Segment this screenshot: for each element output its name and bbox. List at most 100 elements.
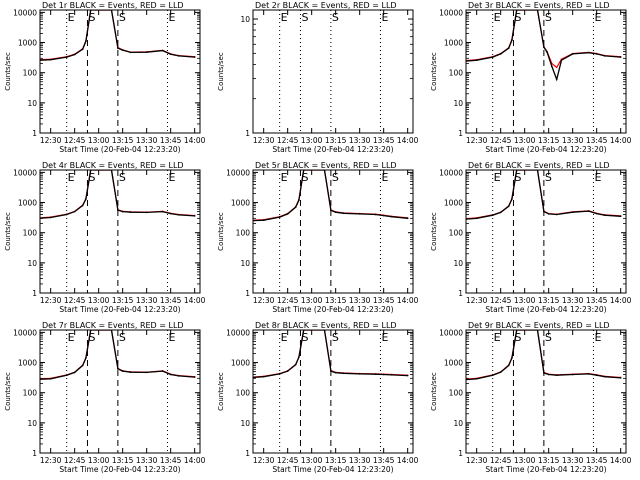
y-tick-label: 1 — [32, 449, 37, 458]
data-point-events — [73, 371, 76, 374]
interval-marker: S — [119, 11, 126, 24]
x-tick-label: 14:00 — [397, 296, 419, 305]
interval-marker: E — [594, 11, 601, 24]
y-tick-label: 100 — [23, 229, 38, 238]
x-axis-label: Start Time (20-Feb-04 12:23:20) — [272, 465, 393, 474]
plot-area — [466, 10, 622, 133]
panel-title: Det 5r BLACK = Events, RED = LLD — [255, 161, 397, 170]
panel-title: Det 4r BLACK = Events, RED = LLD — [42, 161, 184, 170]
data-point-events — [169, 373, 172, 376]
y-tick-label: 10 — [453, 259, 463, 268]
interval-marker: S — [545, 331, 552, 344]
data-point-events — [619, 215, 622, 218]
interval-marker: E — [381, 331, 388, 344]
data-point-events — [73, 53, 76, 56]
y-tick-label: 1000 — [444, 39, 463, 48]
plot-frame — [252, 169, 414, 294]
interval-marker: S — [545, 11, 552, 24]
plot-frame — [252, 9, 414, 134]
data-point-events — [145, 51, 148, 53]
data-point-events — [121, 370, 124, 372]
y-tick-label: 10 — [240, 419, 250, 428]
x-tick-label: 13:15 — [538, 456, 560, 465]
data-point-events — [286, 213, 289, 215]
data-point-events — [619, 56, 622, 58]
x-tick-label: 12:45 — [64, 456, 86, 465]
interval-marker: S — [301, 11, 308, 24]
x-tick-label: 13:30 — [562, 296, 584, 305]
x-tick-label: 14:00 — [610, 136, 632, 145]
data-point-events — [374, 213, 377, 216]
data-point-events — [161, 370, 164, 372]
y-axis-label: Counts/sec — [217, 212, 225, 251]
data-point-events — [475, 59, 478, 61]
x-tick-label: 13:45 — [160, 296, 182, 305]
x-tick-label: 13:30 — [349, 136, 371, 145]
y-axis-label: Counts/sec — [4, 212, 12, 251]
x-tick-label: 14:00 — [184, 296, 206, 305]
plot-area — [253, 170, 409, 293]
data-point-events — [177, 214, 180, 216]
data-point-events — [286, 370, 289, 372]
data-point-events — [129, 211, 132, 213]
x-tick-label: 14:00 — [184, 456, 206, 465]
data-point-events — [298, 356, 300, 359]
y-axis-label: Counts/sec — [4, 372, 12, 411]
data-point-events — [73, 210, 76, 213]
data-point-events — [81, 364, 84, 367]
data-point-events — [603, 55, 606, 57]
interval-marker: E — [281, 331, 288, 344]
data-point-events — [546, 51, 548, 53]
x-tick-label: 12:30 — [253, 136, 275, 145]
x-tick-label: 13:00 — [301, 456, 323, 465]
x-tick-label: 13:15 — [112, 296, 134, 305]
y-tick-label: 1 — [458, 129, 463, 138]
y-tick-label: 1 — [245, 449, 250, 458]
panel-title: Det 6r BLACK = Events, RED = LLD — [468, 161, 610, 170]
panel-title: Det 7r BLACK = Events, RED = LLD — [42, 321, 184, 330]
data-point-events — [169, 53, 172, 56]
panel-title: Det 3r BLACK = Events, RED = LLD — [468, 1, 610, 10]
data-point-events — [294, 363, 297, 366]
data-point-events — [587, 51, 590, 54]
data-point-events — [262, 219, 265, 221]
data-point-events — [117, 47, 119, 49]
data-point-events — [342, 212, 345, 215]
interval-marker: E — [594, 171, 601, 184]
data-point-events — [595, 212, 598, 215]
data-point-events — [547, 213, 550, 215]
data-point-events — [547, 373, 550, 376]
series-events — [466, 10, 621, 82]
x-tick-label: 14:00 — [397, 456, 419, 465]
data-point-lld — [555, 66, 558, 69]
x-tick-label: 13:45 — [373, 136, 395, 145]
interval-marker: S — [301, 171, 308, 184]
y-tick-label: 100 — [23, 69, 38, 78]
series-events — [253, 330, 408, 379]
x-tick-label: 13:30 — [562, 136, 584, 145]
data-point-events — [145, 371, 148, 374]
plot-area — [40, 10, 196, 133]
y-tick-label: 100 — [23, 389, 38, 398]
data-point-events — [169, 212, 172, 215]
y-axis-label: Counts/sec — [4, 52, 12, 91]
data-point-events — [406, 374, 409, 377]
y-tick-label: 1000 — [231, 199, 250, 208]
x-tick-label: 13:00 — [88, 456, 110, 465]
data-point-events — [390, 374, 393, 376]
data-point-events — [555, 374, 558, 377]
interval-marker: S — [119, 171, 126, 184]
data-point-events — [85, 198, 87, 200]
panel-title: Det 8r BLACK = Events, RED = LLD — [255, 321, 397, 330]
data-point-events — [511, 198, 513, 200]
data-point-events — [507, 205, 510, 208]
data-point-events — [193, 56, 196, 58]
interval-marker: E — [594, 331, 601, 344]
y-tick-label: 100 — [449, 229, 464, 238]
data-point-events — [603, 375, 606, 378]
data-point-events — [551, 65, 553, 68]
y-tick-label: 1000 — [444, 359, 463, 368]
y-tick-label: 10000 — [439, 328, 463, 337]
x-axis-label: Start Time (20-Feb-04 12:23:20) — [272, 145, 393, 154]
data-point-events — [342, 372, 345, 375]
